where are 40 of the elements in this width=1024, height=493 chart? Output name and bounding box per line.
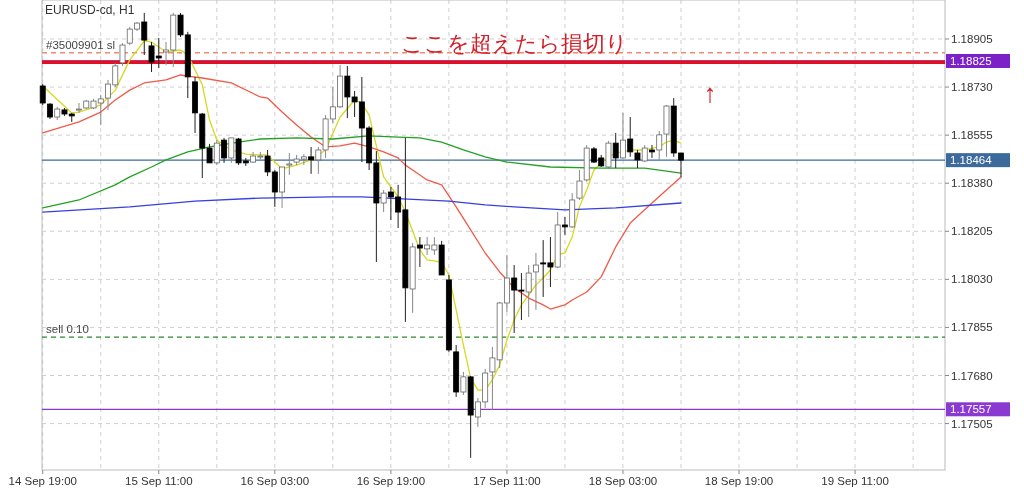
candlestick (286, 152, 293, 176)
candlestick (228, 137, 235, 164)
candlestick (460, 371, 467, 396)
ref-line-label: 1.18825 (950, 54, 992, 67)
y-tick-label: 1.18030 (951, 273, 993, 286)
x-tick-label: 16 Sep 03:00 (240, 475, 310, 487)
candlestick (213, 139, 220, 166)
y-tick-label: 1.18205 (951, 225, 993, 238)
y-tick-label: 1.17680 (951, 369, 993, 382)
x-tick-label: 18 Sep 03:00 (588, 475, 658, 487)
candlestick (141, 12, 148, 56)
candlestick (119, 42, 126, 67)
x-tick-label: 14 Sep 19:00 (8, 475, 77, 487)
candlestick (221, 137, 227, 164)
annotation: ↑ (703, 78, 717, 108)
candlestick (380, 189, 387, 213)
x-tick-label: 19 Sep 11:00 (821, 475, 889, 487)
y-tick-label: 1.18905 (951, 33, 993, 46)
x-tick-label: 18 Sep 19:00 (704, 475, 774, 487)
ref-line-label: #35009901 sl (46, 38, 116, 51)
candlestick (649, 144, 655, 159)
candlestick (416, 236, 423, 268)
candlestick (308, 146, 315, 175)
y-tick-label: 1.18555 (951, 129, 993, 142)
candlestick (605, 140, 612, 169)
ref-line-label: sell 0.10 (46, 323, 89, 336)
candlestick (620, 112, 626, 160)
y-tick-label: 1.17855 (951, 321, 993, 334)
annotation: ここを超えたら損切り (400, 30, 628, 56)
x-tick-label: 16 Sep 19:00 (356, 475, 426, 487)
ref-line-label: 1.17557 (950, 403, 992, 416)
ref-line-label: 1.18464 (950, 154, 993, 167)
x-tick-label: 15 Sep 11:00 (124, 475, 193, 487)
y-tick-label: 1.18380 (951, 177, 993, 190)
candlestick (562, 216, 568, 236)
x-tick-label: 17 Sep 11:00 (473, 475, 541, 487)
y-tick-label: 1.18730 (951, 81, 993, 94)
chart-title: EURUSD-cd, H1 (45, 3, 135, 17)
y-tick-label: 1.17505 (951, 417, 993, 430)
candlestick (612, 132, 619, 169)
